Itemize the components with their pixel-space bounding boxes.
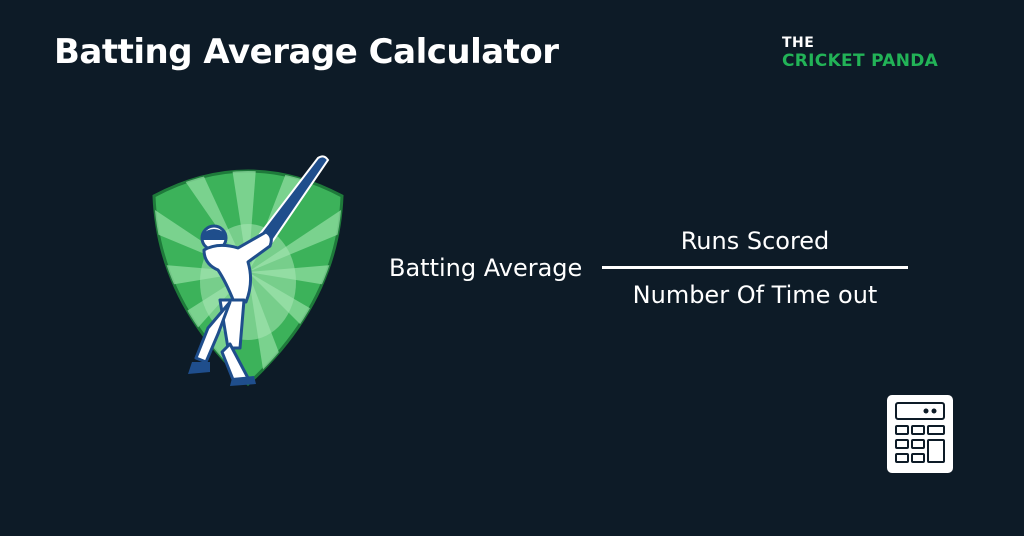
brand-logo-line1: THE — [782, 35, 815, 51]
cricket-batsman-shield-icon — [152, 155, 344, 387]
brand-logo: THE CRICKET PANDA — [782, 36, 938, 70]
brand-logo-line2: CRICKET PANDA — [782, 51, 939, 71]
formula-denominator: Number Of Time out — [632, 281, 878, 309]
formula-numerator: Runs Scored — [680, 227, 830, 255]
calculator-icon — [887, 395, 953, 473]
fraction-bar — [602, 266, 908, 269]
formula-label: Batting Average — [389, 254, 583, 282]
page-title: Batting Average Calculator — [54, 32, 559, 72]
